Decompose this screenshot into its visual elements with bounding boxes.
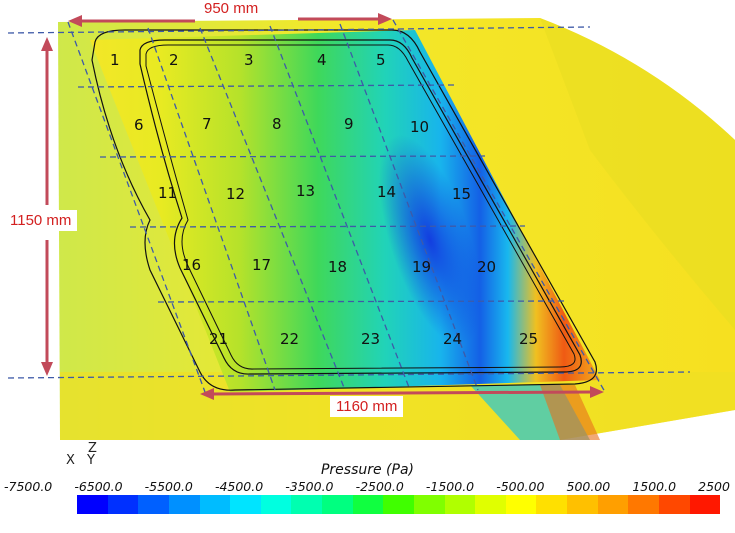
dimension-arrows [41, 13, 604, 400]
cell-labels: 1 2 3 4 5 6 7 8 9 10 11 12 13 14 15 16 1… [110, 51, 538, 348]
legend-tick: -4500.0 [214, 479, 264, 494]
grid-col-line-2 [199, 27, 346, 391]
grid-boundary-bottom [7, 371, 691, 379]
axis-x-label: X [66, 453, 75, 468]
grid-row-line-4 [157, 300, 566, 303]
colorbar-swatch [77, 495, 108, 514]
legend-tick: 500.00 [566, 479, 611, 494]
dimension-label-top: 950 mm [198, 0, 265, 18]
cell-label-6: 6 [134, 116, 144, 134]
cell-label-21: 21 [209, 330, 228, 348]
grid-col-line-3 [269, 25, 411, 391]
legend-tick: -5500.0 [144, 479, 193, 494]
axis-xy-labels: X Y [66, 453, 97, 468]
colorbar-swatch [352, 495, 384, 514]
grid-row-line-2 [99, 155, 486, 158]
legend-tick-labels: -7500.0 -6500.0 -5500.0 -4500.0 -3500.0 … [4, 479, 730, 494]
axis-z-label: Z [88, 441, 97, 456]
grid-boundary-top [7, 26, 591, 34]
cell-label-2: 2 [169, 51, 179, 69]
dim-arrowhead-left-bottom [41, 362, 53, 376]
legend-tick: -1500.0 [425, 479, 475, 494]
cell-label-17: 17 [252, 256, 271, 274]
cell-label-22: 22 [280, 330, 299, 348]
dim-arrowhead-bottom-right [590, 386, 604, 398]
cell-label-8: 8 [272, 115, 282, 133]
cell-label-23: 23 [361, 330, 380, 348]
cell-label-18: 18 [328, 258, 347, 276]
colorbar-swatch [536, 495, 567, 514]
cell-label-5: 5 [376, 51, 386, 69]
legend-tick: -2500.0 [355, 479, 404, 494]
legend-tick: -7500.0 [4, 479, 53, 494]
dimension-label-left: 1150 mm [4, 210, 78, 231]
cell-label-3: 3 [244, 51, 254, 69]
colorbar-swatch [383, 495, 414, 514]
upper-fuselage-shade [540, 18, 735, 330]
window-frame-inner-2 [145, 44, 576, 370]
colorbar-swatch [138, 495, 169, 514]
dim-arrow-bottom [211, 390, 593, 396]
colorbar-swatch [199, 495, 231, 514]
window-frame-inner [139, 39, 582, 375]
colorbar-swatch [230, 495, 261, 514]
colorbar-swatch [597, 495, 629, 514]
grid-row-line-1 [77, 84, 456, 88]
legend-tick: -500.00 [496, 479, 545, 494]
wake-streak-edge [540, 385, 600, 440]
grid-boundary-left [67, 21, 206, 393]
colorbar-swatch [413, 495, 445, 514]
cell-label-13: 13 [296, 182, 315, 200]
dim-arrowhead-top-left [68, 15, 82, 27]
cell-label-16: 16 [182, 256, 201, 274]
grid-boundary-right [392, 19, 606, 393]
colorbar-swatch [628, 495, 659, 514]
legend-tick: -3500.0 [285, 479, 334, 494]
dimension-label-bottom: 1160 mm [330, 396, 404, 417]
grid-col-line-4 [339, 23, 479, 391]
cell-label-25: 25 [519, 330, 538, 348]
cell-label-1: 1 [110, 51, 120, 69]
cell-label-24: 24 [443, 330, 462, 348]
grid-lines [7, 19, 691, 393]
dim-arrowhead-bottom-left [200, 388, 214, 400]
grid-col-line-1 [147, 27, 276, 391]
legend-tick: 1500.0 [632, 479, 677, 494]
cell-label-20: 20 [477, 258, 496, 276]
pressure-colorbar [77, 495, 721, 514]
colorbar-swatch [291, 495, 322, 514]
colorbar-swatch [475, 495, 506, 514]
colorbar-swatch [658, 495, 690, 514]
cell-label-19: 19 [412, 258, 431, 276]
cell-label-15: 15 [452, 185, 471, 203]
colorbar-swatch [505, 495, 537, 514]
colorbar-swatch [567, 495, 598, 514]
colorbar-swatch [689, 495, 721, 514]
legend-title: Pressure (Pa) [320, 462, 415, 478]
colorbar-swatch [322, 495, 353, 514]
cell-label-14: 14 [377, 183, 396, 201]
cell-label-12: 12 [226, 185, 245, 203]
colorbar-swatch [444, 495, 476, 514]
cell-label-11: 11 [158, 184, 177, 202]
legend-tick: -6500.0 [74, 479, 123, 494]
window-frame-outer [91, 29, 597, 391]
colorbar-swatch [260, 495, 292, 514]
colorbar-swatch [107, 495, 139, 514]
legend-tick: 2500 [698, 479, 730, 494]
axis-y-label: Y [87, 453, 95, 468]
dim-arrowhead-left-top [41, 37, 53, 51]
grid-row-line-3 [129, 225, 526, 228]
cell-label-4: 4 [317, 51, 327, 69]
cell-label-9: 9 [344, 115, 354, 133]
cell-label-10: 10 [410, 118, 429, 136]
cell-label-7: 7 [202, 115, 212, 133]
colorbar-swatch [168, 495, 200, 514]
axis-triad: Z X Y [66, 441, 97, 468]
dim-arrowhead-top-right [378, 13, 392, 25]
